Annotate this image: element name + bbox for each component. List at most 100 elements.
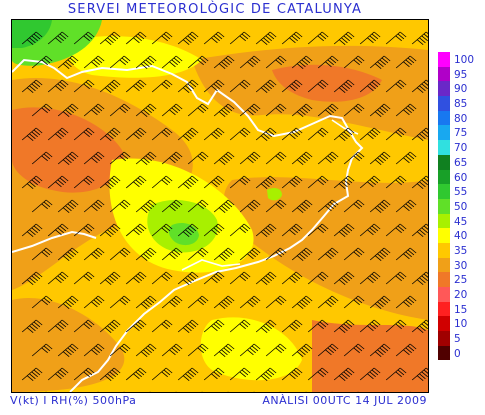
wind-barb (47, 271, 69, 285)
wind-barb (177, 127, 199, 141)
wind-barb (385, 367, 407, 381)
wind-barb (229, 223, 251, 237)
wind-barb (255, 31, 277, 45)
legend-swatch (438, 272, 450, 287)
field-25-30-north (272, 64, 382, 102)
wind-barb (47, 31, 69, 45)
wind-barb (213, 247, 235, 261)
legend-entry: 10 (438, 316, 482, 332)
wind-barb (125, 127, 147, 141)
wind-barb (31, 199, 53, 213)
wind-barb (255, 367, 277, 381)
legend-swatch (438, 301, 450, 317)
wind-barb (317, 343, 339, 357)
legend-label: 75 (454, 127, 468, 140)
wind-barb (343, 343, 365, 357)
wind-barb (307, 127, 329, 141)
wind-barb (255, 319, 277, 333)
wind-barb (57, 343, 79, 357)
wind-barb (187, 55, 209, 69)
wind-barb (203, 223, 225, 237)
wind-barb (135, 343, 157, 357)
wind-barb (125, 31, 147, 45)
legend-swatch (438, 52, 450, 67)
wind-barb (161, 103, 183, 117)
wind-barb (265, 151, 287, 165)
wind-barb (291, 295, 313, 309)
wind-barb (57, 103, 79, 117)
wind-barb (151, 367, 173, 381)
wind-barb (255, 127, 277, 141)
legend-label: 100 (454, 54, 475, 66)
wind-barb (161, 343, 183, 357)
wind-barb (161, 199, 183, 213)
wind-barb (151, 271, 173, 285)
wind-barb (411, 175, 428, 189)
wind-barb (395, 343, 417, 357)
wind-barb (151, 223, 173, 237)
wind-barb (83, 55, 105, 69)
legend-label: 10 (454, 318, 468, 331)
wind-barb (333, 31, 355, 45)
wind-barb (333, 319, 355, 333)
legend-entry: 75 (438, 125, 482, 141)
wind-barb (307, 367, 329, 381)
field-30-35-east (223, 177, 428, 320)
wind-barb (213, 295, 235, 309)
wind-barb (21, 31, 43, 45)
wind-barb (281, 127, 303, 141)
wind-barb (307, 319, 329, 333)
legend-swatch (438, 96, 450, 111)
wind-barb (135, 247, 157, 261)
wind-barb (161, 55, 183, 69)
wind-barb (21, 175, 43, 189)
wind-barb (125, 271, 147, 285)
legend-swatch (438, 198, 450, 214)
wind-barb (177, 31, 199, 45)
wind-barb (395, 103, 417, 117)
legend-label: 95 (454, 68, 468, 81)
wind-barb (359, 175, 381, 189)
wind-barb (99, 31, 121, 45)
wind-barb (99, 79, 121, 93)
legend-label: 55 (454, 186, 468, 199)
wind-barb (317, 55, 339, 69)
wind-barb (411, 79, 428, 93)
wind-barb (213, 151, 235, 165)
wind-barb (203, 175, 225, 189)
wind-barb (83, 151, 105, 165)
wind-barb (281, 79, 303, 93)
wind-barb (229, 175, 251, 189)
wind-barb (281, 175, 303, 189)
wind-barb (359, 319, 381, 333)
wind-barb (83, 343, 105, 357)
wind-barb (265, 55, 287, 69)
wind-barb (135, 199, 157, 213)
wind-barb (203, 79, 225, 93)
legend-entry: 30 (438, 257, 482, 273)
wind-barb (255, 79, 277, 93)
legend-swatch (438, 81, 450, 97)
wind-barb (99, 271, 121, 285)
legend-label: 90 (454, 83, 468, 96)
wind-barb (359, 79, 381, 93)
wind-barb (395, 55, 417, 69)
wind-barb (395, 151, 417, 165)
wind-barb (203, 271, 225, 285)
land-border-west (12, 230, 97, 253)
wind-barb (281, 271, 303, 285)
wind-barb (213, 199, 235, 213)
wind-barb (21, 319, 43, 333)
wind-barb (291, 199, 313, 213)
legend-label: 70 (454, 142, 468, 155)
wind-barb (31, 247, 53, 261)
wind-barb (73, 367, 95, 381)
legend-label: 80 (454, 112, 468, 125)
wind-barb (57, 247, 79, 261)
map-canvas (12, 20, 428, 392)
legend-entry: 65 (438, 154, 482, 170)
wind-barb (229, 367, 251, 381)
wind-barb (161, 295, 183, 309)
wind-barb (343, 103, 365, 117)
wind-barb (359, 31, 381, 45)
